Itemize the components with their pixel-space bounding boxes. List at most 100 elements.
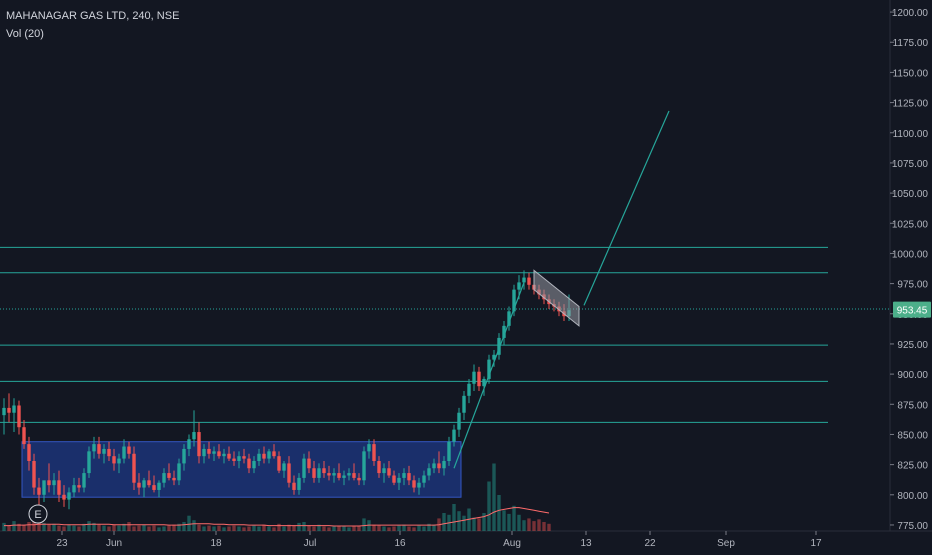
price-tick-label: 975.00: [897, 280, 928, 291]
volume-bar: [52, 523, 56, 531]
candle-body: [312, 468, 316, 478]
projection-line: [583, 110, 670, 306]
volume-bar: [327, 527, 331, 531]
candle-body: [172, 477, 176, 481]
candle-body: [137, 482, 141, 488]
candle-body: [422, 475, 426, 483]
price-tick-label: 775.00: [897, 521, 928, 532]
volume-bar: [202, 526, 206, 531]
volume-bar: [547, 523, 551, 531]
price-tick-label: 1125.00: [893, 99, 929, 110]
candle-body: [82, 473, 86, 488]
volume-bar: [72, 525, 76, 531]
candle-body: [247, 458, 251, 469]
volume-bar: [462, 515, 466, 531]
volume-bar: [42, 522, 46, 531]
volume-bar: [497, 495, 501, 531]
volume-bar: [297, 522, 301, 531]
volume-bar: [342, 526, 346, 531]
candle-body: [392, 475, 396, 483]
time-tick-label: 17: [810, 538, 822, 549]
candle-body: [267, 451, 271, 459]
price-tick-label: 1200.00: [892, 8, 929, 19]
candle-body: [202, 448, 206, 457]
candle-body: [352, 473, 356, 478]
candle-body: [457, 412, 461, 430]
candle-body: [97, 444, 101, 454]
candle-body: [397, 477, 401, 483]
volume-bar: [162, 526, 166, 531]
candle-body: [402, 473, 406, 478]
volume-bar: [377, 525, 381, 531]
chart-title: MAHANAGAR GAS LTD, 240, NSE: [6, 10, 180, 22]
volume-bar: [12, 521, 16, 531]
volume-bar: [502, 510, 506, 531]
candle-body: [427, 468, 431, 476]
time-axis[interactable]: 23 Jun 18 Jul 16 Aug 13 22 Sep 17: [56, 531, 822, 549]
volume-bar: [222, 527, 226, 531]
volume-bar: [197, 524, 201, 531]
time-tick-label: Jun: [106, 538, 122, 549]
candle-body: [122, 446, 126, 459]
price-tick-label: 1050.00: [892, 189, 929, 200]
volume-bar: [277, 523, 281, 531]
horizontal-levels: [0, 246, 890, 423]
candle-body: [317, 468, 321, 478]
volume-bar: [507, 513, 511, 531]
volume-bar: [442, 513, 446, 531]
candle-body: [37, 487, 41, 495]
candle-body: [362, 451, 366, 481]
volume-bar: [352, 526, 356, 531]
candle-body: [162, 473, 166, 483]
volume-bar: [407, 526, 411, 531]
candle-body: [27, 444, 31, 462]
candle-body: [382, 468, 386, 474]
candle-body: [527, 277, 531, 285]
candle-body: [62, 494, 66, 500]
candle-body: [147, 480, 151, 486]
candle-body: [102, 448, 106, 454]
candle-body: [112, 456, 116, 464]
candle-body: [497, 337, 501, 355]
volume-bar: [412, 527, 416, 531]
volume-bar: [187, 515, 191, 531]
candle-body: [507, 311, 511, 326]
trend-drawings: E: [28, 110, 670, 524]
candle-body: [52, 480, 56, 486]
volume-bar: [122, 523, 126, 531]
candle-body: [452, 429, 456, 442]
candle-body: [307, 458, 311, 469]
volume-bar: [472, 517, 476, 531]
price-tick-label: 1000.00: [892, 249, 929, 260]
price-axis[interactable]: 1200.00 1175.00 1150.00 1125.00 1100.00 1075.…: [890, 8, 928, 532]
candle-body: [252, 461, 256, 469]
candle-body: [187, 439, 191, 449]
candle-body: [207, 448, 211, 454]
volume-bar: [82, 523, 86, 531]
candle-body: [412, 480, 416, 488]
earnings-marker: [28, 504, 48, 524]
last-price-badge-label: 953.45: [897, 306, 928, 317]
trend-line-up: [453, 282, 525, 469]
volume-bar: [107, 526, 111, 531]
time-tick-label: Aug: [503, 538, 521, 549]
candle-body: [47, 480, 51, 486]
volume-bar: [372, 524, 376, 531]
volume-bar: [97, 524, 101, 531]
candle-body: [387, 468, 391, 476]
volume-indicator-label[interactable]: Vol (20): [6, 28, 44, 40]
volume-bar: [217, 525, 221, 531]
candle-body: [127, 446, 131, 454]
candle-body: [87, 451, 91, 474]
candle-body: [332, 473, 336, 476]
last-price-badge: 953.45: [893, 301, 931, 318]
volume-bar: [57, 525, 61, 531]
candle-body: [227, 453, 231, 459]
candle-body: [167, 473, 171, 478]
time-tick-label: Sep: [717, 538, 735, 549]
candle-body: [297, 477, 301, 490]
volume-bar: [177, 523, 181, 531]
volume-bar: [337, 525, 341, 531]
